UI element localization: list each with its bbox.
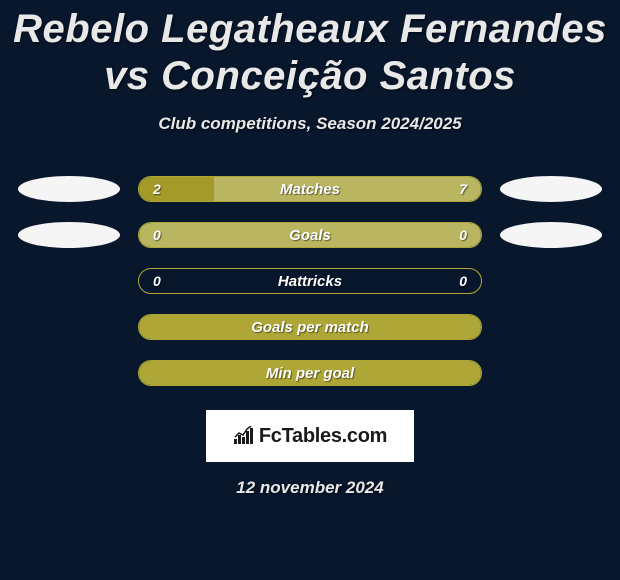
stat-bar-mpg: Min per goal — [138, 360, 482, 386]
stat-label: Matches — [139, 177, 481, 201]
stat-row-goals: 0 Goals 0 — [10, 212, 610, 258]
player-badge-left — [18, 222, 120, 248]
stat-value-right: 0 — [459, 223, 467, 247]
stat-bar-matches: 2 Matches 7 — [138, 176, 482, 202]
stat-bar-gpm: Goals per match — [138, 314, 482, 340]
player-badge-right — [500, 176, 602, 202]
player-badge-left — [18, 176, 120, 202]
player-badge-right — [500, 222, 602, 248]
page-title: Rebelo Legatheaux Fernandes vs Conceição… — [0, 0, 620, 100]
stat-label: Min per goal — [139, 361, 481, 385]
footer-date: 12 november 2024 — [0, 478, 620, 498]
stat-row-matches: 2 Matches 7 — [10, 166, 610, 212]
stat-value-right: 0 — [459, 269, 467, 293]
stat-label: Goals per match — [139, 315, 481, 339]
stat-bar-hattricks: 0 Hattricks 0 — [138, 268, 482, 294]
subtitle: Club competitions, Season 2024/2025 — [0, 114, 620, 134]
stat-row-mpg: Min per goal — [10, 350, 610, 396]
footer-logo: FcTables.com — [206, 410, 414, 462]
stat-label: Hattricks — [139, 269, 481, 293]
stat-row-gpm: Goals per match — [10, 304, 610, 350]
bar-chart-icon — [233, 426, 255, 446]
footer-logo-text: FcTables.com — [259, 425, 387, 448]
comparison-infographic: Rebelo Legatheaux Fernandes vs Conceição… — [0, 0, 620, 580]
stat-bar-goals: 0 Goals 0 — [138, 222, 482, 248]
stats-area: 2 Matches 7 0 Goals 0 0 Hattricks 0 — [0, 166, 620, 396]
stat-value-right: 7 — [459, 177, 467, 201]
stat-label: Goals — [139, 223, 481, 247]
stat-row-hattricks: 0 Hattricks 0 — [10, 258, 610, 304]
